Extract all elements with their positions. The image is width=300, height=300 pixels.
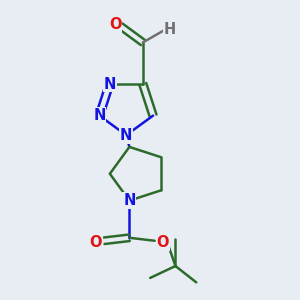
Text: N: N	[123, 193, 136, 208]
Text: H: H	[164, 22, 176, 37]
Text: N: N	[103, 76, 116, 92]
Text: N: N	[120, 128, 132, 142]
Text: O: O	[109, 17, 122, 32]
Text: O: O	[157, 235, 169, 250]
Text: O: O	[89, 235, 102, 250]
Text: N: N	[93, 108, 106, 123]
